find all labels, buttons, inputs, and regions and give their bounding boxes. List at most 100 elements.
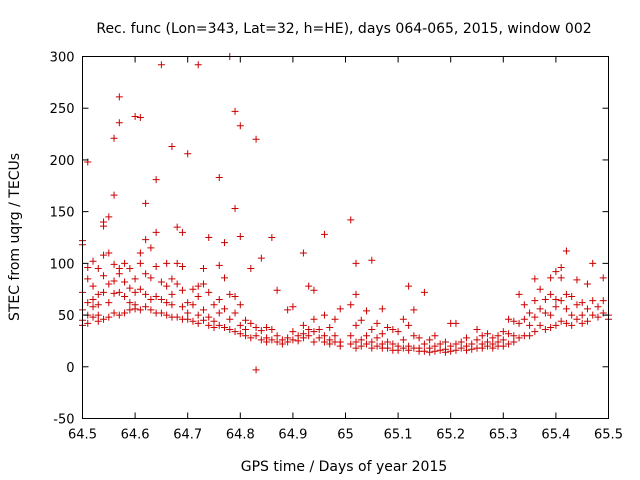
data-point: [310, 338, 318, 346]
data-point: [173, 259, 181, 267]
x-tick-label: 65.2: [436, 428, 465, 443]
data-point: [589, 311, 597, 319]
data-point: [536, 305, 544, 313]
data-point: [89, 282, 97, 290]
data-point: [478, 332, 486, 340]
data-point: [410, 306, 418, 314]
data-point: [136, 249, 144, 257]
data-point: [384, 338, 392, 346]
y-tick-label: 250: [50, 102, 75, 117]
data-point: [268, 326, 276, 334]
data-point: [178, 228, 186, 236]
data-point: [247, 334, 255, 342]
data-point: [126, 265, 134, 273]
data-point: [136, 259, 144, 267]
data-point: [357, 316, 365, 324]
data-point: [562, 247, 570, 255]
data-point: [273, 338, 281, 346]
y-tick-label: 150: [50, 206, 75, 221]
data-point: [105, 280, 113, 288]
data-point: [289, 303, 297, 311]
data-point: [568, 292, 576, 300]
data-point: [194, 292, 202, 300]
data-point: [405, 346, 413, 354]
data-point: [157, 296, 165, 304]
data-point: [242, 316, 250, 324]
data-point: [163, 299, 171, 307]
data-point: [210, 323, 218, 331]
data-point: [468, 345, 476, 353]
data-point: [589, 259, 597, 267]
data-point: [452, 340, 460, 348]
data-point: [115, 119, 123, 127]
data-point: [363, 340, 371, 348]
data-point: [389, 340, 397, 348]
x-tick-label: 64.8: [226, 428, 255, 443]
y-tick-label: -50: [53, 413, 74, 428]
data-point: [310, 286, 318, 294]
data-point: [447, 347, 455, 355]
data-point: [473, 336, 481, 344]
data-point: [547, 290, 555, 298]
data-point: [147, 274, 155, 282]
data-point: [562, 319, 570, 327]
data-point: [305, 326, 313, 334]
data-point: [199, 316, 207, 324]
y-axis-label: STEC from uqrg / TECUs: [7, 153, 23, 321]
data-point: [320, 332, 328, 340]
data-point: [94, 317, 102, 325]
data-point: [210, 301, 218, 309]
data-point: [168, 301, 176, 309]
data-point: [199, 306, 207, 314]
data-point: [320, 230, 328, 238]
data-point: [126, 284, 134, 292]
data-point: [431, 332, 439, 340]
data-point: [473, 326, 481, 334]
data-point: [178, 286, 186, 294]
data-point: [121, 278, 129, 286]
data-point: [531, 313, 539, 321]
data-point: [531, 275, 539, 283]
data-point: [115, 288, 123, 296]
data-point: [157, 278, 165, 286]
data-point: [373, 334, 381, 342]
data-point: [305, 332, 313, 340]
data-point: [573, 315, 581, 323]
data-point: [105, 249, 113, 257]
data-point: [289, 328, 297, 336]
data-point: [215, 321, 223, 329]
y-tick-label: 0: [66, 361, 74, 376]
data-point: [105, 313, 113, 321]
data-point: [457, 338, 465, 346]
data-point: [252, 366, 260, 374]
data-point: [536, 285, 544, 293]
data-point: [221, 239, 229, 247]
data-point: [194, 319, 202, 327]
x-tick-label: 65.5: [594, 428, 623, 443]
data-point: [147, 296, 155, 304]
data-point: [231, 309, 239, 317]
data-point: [357, 336, 365, 344]
data-point: [115, 311, 123, 319]
data-point: [147, 244, 155, 252]
data-point: [557, 263, 565, 271]
data-point: [399, 315, 407, 323]
data-point: [252, 135, 260, 143]
x-axis-label: GPS time / Days of year 2015: [241, 459, 448, 475]
data-point: [573, 301, 581, 309]
data-point: [263, 323, 271, 331]
data-point: [142, 199, 150, 207]
data-point: [263, 338, 271, 346]
data-point: [152, 228, 160, 236]
data-point: [520, 301, 528, 309]
data-point: [599, 297, 607, 305]
data-point: [594, 313, 602, 321]
data-point: [110, 191, 118, 199]
data-point: [189, 285, 197, 293]
data-point: [357, 342, 365, 350]
data-point: [115, 93, 123, 101]
data-point: [531, 297, 539, 305]
data-points: [79, 53, 612, 374]
data-point: [110, 309, 118, 317]
data-point: [205, 234, 213, 241]
